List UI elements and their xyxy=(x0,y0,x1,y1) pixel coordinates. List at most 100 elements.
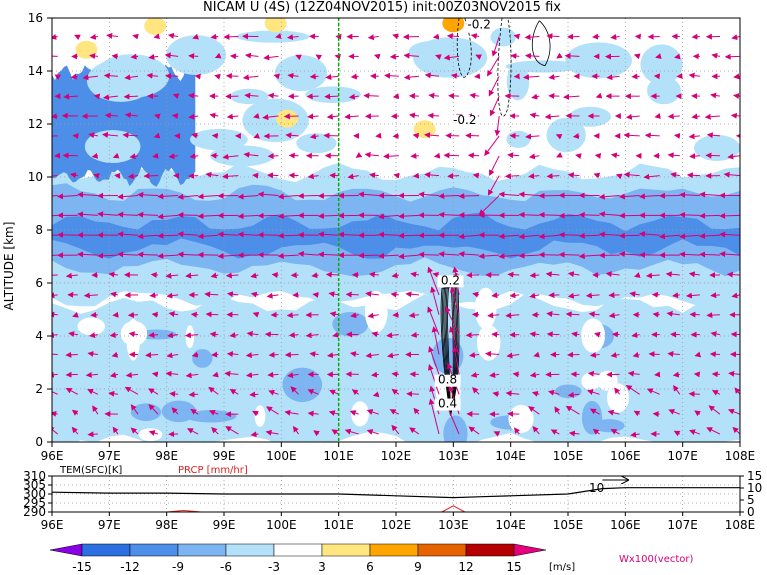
wind-vector xyxy=(532,426,540,435)
wind-vector xyxy=(487,175,500,196)
wind-vector xyxy=(408,112,420,119)
wind-vector xyxy=(398,232,419,239)
wind-vector xyxy=(667,351,680,358)
wind-vector xyxy=(348,93,359,100)
wind-vector xyxy=(90,311,98,318)
wind-vector xyxy=(548,389,560,396)
wind-vector xyxy=(188,53,199,60)
x-tick-label: 97E xyxy=(98,449,121,463)
bottom-left-tick-label: 290 xyxy=(23,505,46,519)
wind-vector xyxy=(189,153,199,160)
wind-gap xyxy=(508,404,534,434)
wind-vector xyxy=(390,291,399,298)
wind-vector xyxy=(277,213,299,220)
wind-vector xyxy=(654,112,661,119)
wind-vector xyxy=(122,132,139,139)
wind-vector xyxy=(168,311,179,318)
wind-vector xyxy=(478,253,500,260)
wind-vector xyxy=(334,53,341,60)
wind-vector xyxy=(130,427,139,435)
wind-vector xyxy=(410,271,420,278)
wind-vector xyxy=(83,292,98,299)
wind-vector xyxy=(177,212,199,219)
wind-vector xyxy=(410,331,419,338)
wind-vector xyxy=(92,405,99,415)
wind-patch xyxy=(693,134,740,162)
wind-vector xyxy=(349,351,359,357)
wind-vector xyxy=(245,372,259,379)
colorbar-tick-label: -15 xyxy=(72,560,92,574)
wind-vector xyxy=(74,34,81,41)
wind-vector xyxy=(72,311,79,318)
wind-vector xyxy=(655,53,662,60)
wind-vector xyxy=(285,132,299,139)
wind-vector xyxy=(271,271,279,278)
wind-vector xyxy=(585,292,600,299)
wind-vector xyxy=(472,291,480,298)
wind-vector xyxy=(313,430,320,437)
wind-vector xyxy=(418,191,440,198)
bottom-contour-label: 10 xyxy=(589,481,604,495)
wind-vector xyxy=(646,388,660,395)
colorbar-segment xyxy=(321,543,371,557)
bottom-left-tick-label: 295 xyxy=(23,496,46,510)
wind-vector xyxy=(618,232,640,239)
wind-vector xyxy=(518,252,540,259)
wind-vector xyxy=(93,173,100,179)
wind-vector xyxy=(688,391,700,397)
wind-vector xyxy=(610,352,620,359)
wind-vector xyxy=(633,53,641,60)
wind-vector xyxy=(610,34,620,40)
wind-vector xyxy=(204,291,219,298)
wind-vector xyxy=(424,72,440,79)
wind-vector xyxy=(344,428,359,435)
y-tick-label: 0 xyxy=(35,435,43,449)
wind-vector xyxy=(71,426,79,435)
w-contour xyxy=(531,20,551,67)
wind-vector xyxy=(427,266,440,296)
wind-vector xyxy=(57,193,78,200)
wind-vector xyxy=(177,251,199,258)
wind-vector xyxy=(132,33,139,40)
contour-label-bg xyxy=(437,275,464,288)
wind-vector xyxy=(222,173,239,180)
wind-vector xyxy=(226,113,239,120)
wind-vector xyxy=(665,271,680,278)
wind-vector xyxy=(185,372,199,379)
wind-vector xyxy=(556,52,563,59)
wind-vector xyxy=(212,371,219,378)
wind-vector xyxy=(137,191,159,198)
wind-vector xyxy=(458,233,480,240)
wind-vector xyxy=(623,171,640,178)
wind-vector xyxy=(307,389,319,395)
wind-vector xyxy=(171,113,179,119)
wind-vector xyxy=(263,54,279,61)
wind-vector xyxy=(108,271,118,278)
bottom-x-tick-label: 107E xyxy=(667,518,698,532)
wind-vector xyxy=(157,193,179,200)
wind-vector xyxy=(498,233,520,240)
wind-vector xyxy=(187,92,199,99)
wind-vector xyxy=(445,306,460,335)
wind-vector xyxy=(52,195,58,197)
wind-vector xyxy=(611,331,620,338)
wind-vector xyxy=(286,312,299,319)
colorbar-tick-label: 3 xyxy=(318,560,326,574)
wind-vector xyxy=(250,272,259,279)
wind-vector xyxy=(295,54,302,61)
wind-vector xyxy=(372,391,380,398)
wind-vector xyxy=(593,172,601,179)
wind-vector xyxy=(558,231,580,238)
wind-vector xyxy=(89,33,98,40)
wind-vector xyxy=(168,153,179,160)
wind-vector xyxy=(365,291,379,297)
wind-vector xyxy=(137,233,159,240)
wind-vector xyxy=(268,351,279,358)
y-tick-label: 16 xyxy=(28,11,43,25)
wind-vector xyxy=(446,33,460,40)
wind-vector xyxy=(364,151,379,158)
wind-vector xyxy=(103,72,118,79)
wind-vector xyxy=(292,425,299,435)
wind-vector xyxy=(150,271,159,278)
bottom-contour: 10 xyxy=(589,480,628,495)
